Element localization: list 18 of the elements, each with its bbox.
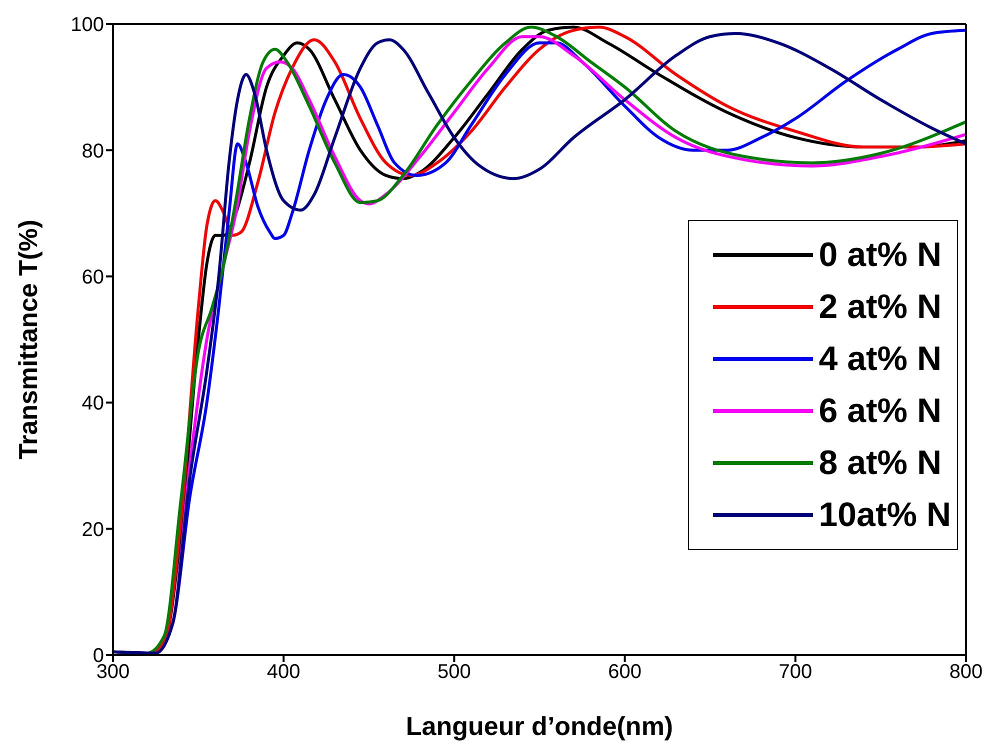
y-axis-title: Transmittance T(%)	[13, 220, 44, 460]
x-tick-label: 800	[949, 661, 983, 684]
y-tick-label: 60	[82, 266, 104, 288]
y-tick-label: 80	[82, 140, 104, 162]
x-tick-label: 700	[778, 661, 812, 684]
legend-label: 2 at% N	[818, 288, 942, 326]
legend-label: 0 at% N	[818, 236, 942, 274]
legend-label: 4 at% N	[818, 340, 942, 378]
x-tick-label: 600	[608, 661, 642, 684]
legend-label: 6 at% N	[818, 392, 942, 430]
x-tick-label: 400	[266, 661, 300, 684]
legend-label: 8 at% N	[818, 444, 942, 482]
x-tick-label: 500	[438, 661, 471, 684]
y-tick-label: 20	[82, 518, 104, 541]
x-axis-title: Langueur d’onde(nm)	[406, 711, 674, 741]
legend-label: 10at% N	[818, 496, 951, 534]
y-tick-label: 40	[82, 392, 104, 415]
y-tick-label: 100	[70, 14, 104, 36]
